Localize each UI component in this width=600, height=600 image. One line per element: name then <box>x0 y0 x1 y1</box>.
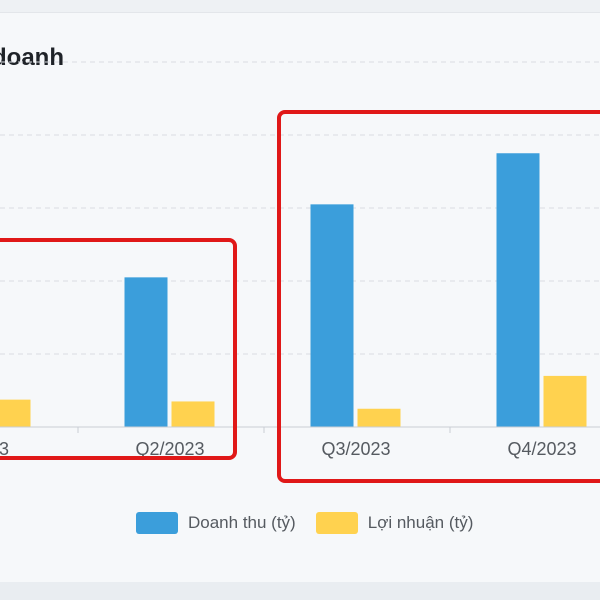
bar-revenue-2 <box>124 277 168 427</box>
bar-revenue-3 <box>310 204 354 427</box>
legend-swatch-profit <box>315 512 358 534</box>
highlight-box-q2 <box>0 238 237 460</box>
chart-title: doanh <box>0 44 64 71</box>
bars <box>0 153 587 427</box>
highlight-box-q3-q4 <box>277 110 600 483</box>
bar-profit-1 <box>0 399 31 427</box>
legend-item-revenue[interactable]: Doanh thu (tỷ) <box>136 512 296 534</box>
legend-label-profit: Lợi nhuận (tỷ) <box>367 513 474 532</box>
x-axis-ticks <box>77 427 451 433</box>
legend-swatch-revenue <box>136 512 178 534</box>
x-tick-label-3: Q3/2023 <box>321 439 390 459</box>
x-tick-label-1: 023 <box>0 439 9 459</box>
bar-profit-3 <box>357 408 401 427</box>
bar-profit-2 <box>171 401 215 427</box>
legend: Doanh thu (tỷ) Lợi nhuận (tỷ) <box>136 512 493 534</box>
x-tick-label-4: Q4/2023 <box>507 439 576 459</box>
bar-revenue-4 <box>496 153 540 427</box>
bar-profit-4 <box>543 375 587 427</box>
bottom-strip <box>0 582 600 600</box>
legend-label-revenue: Doanh thu (tỷ) <box>188 513 296 532</box>
legend-item-profit[interactable]: Lợi nhuận (tỷ) <box>315 512 474 534</box>
x-tick-labels: 023 Q2/2023 Q3/2023 Q4/2023 <box>0 439 577 459</box>
x-tick-label-2: Q2/2023 <box>135 439 204 459</box>
